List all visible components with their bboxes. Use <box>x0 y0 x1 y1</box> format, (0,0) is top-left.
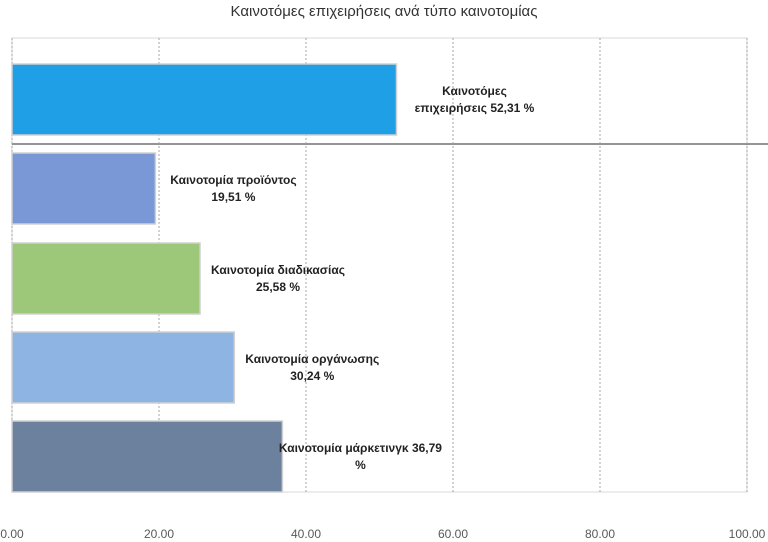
bar <box>11 420 284 493</box>
category-label: Καινοτομία προϊόντος <box>170 172 297 187</box>
bar <box>11 152 157 225</box>
data-label: Καινοτομία προϊόντος 19,51 % <box>158 172 308 206</box>
data-label: Καινοτομία μάρκετινγκ 36,79 % <box>275 440 445 474</box>
category-label: Καινοτόμες επιχειρήσεις <box>414 83 507 115</box>
data-label: Καινοτομία διαδικασίας 25,58 % <box>211 262 346 296</box>
category-label: Καινοτομία διαδικασίας <box>211 262 345 277</box>
value-label: 30,24 % <box>290 368 335 383</box>
x-tick-label: 20.00 <box>144 527 174 541</box>
bar <box>11 331 236 404</box>
category-label: Καινοτομία μάρκετινγκ <box>278 440 409 455</box>
x-tick-label: 40.00 <box>291 527 321 541</box>
value-label: 52,31 % <box>490 100 535 115</box>
bar <box>11 63 398 136</box>
x-tick-label: 0.00 <box>0 527 24 541</box>
value-label: 36,79 % <box>355 440 442 472</box>
value-label: 19,51 % <box>211 189 256 204</box>
value-label: 25,58 % <box>255 279 301 294</box>
category-label: Καινοτομία οργάνωσης <box>245 351 380 366</box>
chart-title: Καινοτόμες επιχειρήσεις ανά τύπο καινοτο… <box>231 3 538 20</box>
data-label: Καινοτομία οργάνωσης 30,24 % <box>232 351 392 385</box>
x-tick-label: 80.00 <box>585 527 615 541</box>
data-label: Καινοτόμες επιχειρήσεις 52,31 % <box>404 83 544 117</box>
x-tick-label: 60.00 <box>438 527 468 541</box>
x-tick-label: 100.00 <box>729 527 766 541</box>
bar <box>11 242 201 315</box>
